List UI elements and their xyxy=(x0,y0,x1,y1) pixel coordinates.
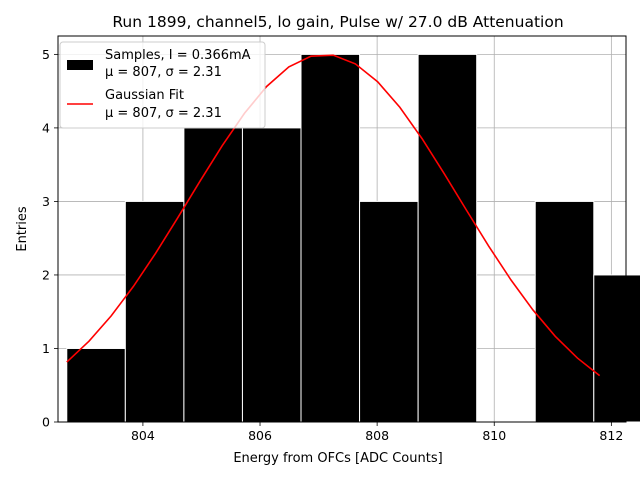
plot-frame xyxy=(57,35,627,423)
y-tick-label: 1 xyxy=(42,341,50,356)
legend-samples-label: Samples, I = 0.366mA xyxy=(105,48,251,63)
histogram-bar xyxy=(124,200,185,423)
y-tick-label: 0 xyxy=(42,415,50,430)
legend-fit-stats: μ = 807, σ = 2.31 xyxy=(105,106,222,121)
chart-title: Run 1899, channel5, lo gain, Pulse w/ 27… xyxy=(112,13,563,31)
y-tick-label: 5 xyxy=(42,47,50,62)
histogram-bar xyxy=(593,274,640,423)
x-tick-label: 810 xyxy=(482,428,506,443)
x-axis-ticks: 804 806 808 810 812 xyxy=(131,422,623,443)
x-tick-label: 808 xyxy=(365,428,389,443)
gaussian-fit xyxy=(66,54,601,377)
legend-fit-label: Gaussian Fit xyxy=(105,88,184,103)
histogram-bars xyxy=(66,53,640,423)
y-tick-label: 4 xyxy=(42,120,50,135)
gaussian-fit-line xyxy=(66,54,601,377)
histogram-bar xyxy=(359,200,419,423)
y-axis-ticks: 0 1 2 3 4 5 xyxy=(42,47,58,430)
y-axis-label: Entries xyxy=(15,206,30,252)
histogram-bar xyxy=(300,53,361,423)
legend-box xyxy=(59,41,266,129)
y-tick-label: 3 xyxy=(42,194,50,209)
y-tick-label: 2 xyxy=(42,267,50,282)
histogram-bar xyxy=(241,127,302,423)
legend-samples-swatch xyxy=(67,60,93,70)
legend: Samples, I = 0.366mA μ = 807, σ = 2.31 G… xyxy=(59,41,266,129)
histogram-bar xyxy=(66,347,126,423)
histogram-bar xyxy=(417,53,478,423)
legend-samples-stats: μ = 807, σ = 2.31 xyxy=(105,65,222,80)
x-tick-label: 806 xyxy=(248,428,272,443)
histogram-bar xyxy=(534,200,595,423)
x-axis-label: Energy from OFCs [ADC Counts] xyxy=(233,451,442,466)
histogram-bar xyxy=(183,127,243,423)
x-tick-label: 804 xyxy=(131,428,155,443)
x-tick-label: 812 xyxy=(599,428,623,443)
